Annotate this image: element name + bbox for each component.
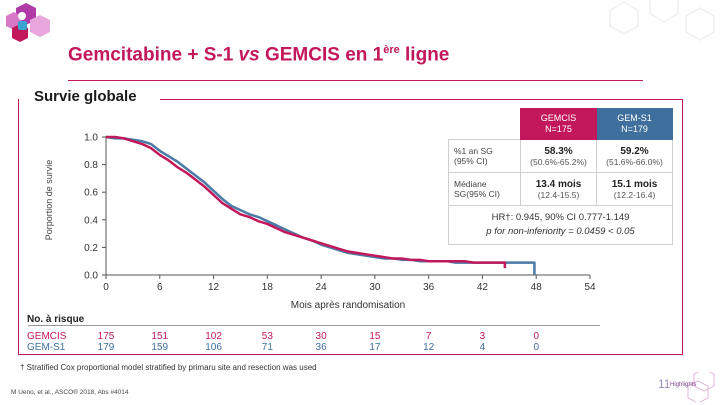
gems1-header: GEM-S1 N=179 <box>596 108 673 140</box>
congress-logo-icon <box>6 3 50 42</box>
risk-count: 102 <box>205 331 222 342</box>
risk-count: 179 <box>97 342 115 353</box>
risk-count: 7 <box>425 331 432 342</box>
y-tick-label: 0.4 <box>84 215 98 226</box>
risk-table-title: No. à risque <box>27 314 85 325</box>
risk-count: 12 <box>423 342 435 353</box>
x-tick-label: 36 <box>423 282 435 293</box>
risk-gemcis-label: GEMCIS <box>27 331 67 342</box>
risk-count: 36 <box>315 342 327 353</box>
content-frame <box>18 99 683 355</box>
row-label-median-os: Médiane SG(95% CI) <box>448 172 521 206</box>
x-tick-label: 6 <box>157 282 163 293</box>
x-tick-label: 12 <box>208 282 220 293</box>
risk-count: 71 <box>261 342 273 353</box>
km-curve-gemcis <box>106 135 507 269</box>
title-divider <box>68 80 643 81</box>
risk-count: 0 <box>533 331 539 342</box>
section-title: Survie globale <box>28 88 143 105</box>
x-tick-label: 24 <box>316 282 328 293</box>
km-chart: Porportion de survie Mois après randomis… <box>44 133 596 312</box>
cell-gemcis-1yr: 58.3% (50.6%-65.2%) <box>520 139 597 173</box>
row-label-1yr-os: %1 an SG (95% CI) <box>448 139 521 173</box>
risk-count: 30 <box>315 331 327 342</box>
y-tick-label: 0.8 <box>84 160 98 171</box>
risk-count: 15 <box>369 331 381 342</box>
risk-count: 106 <box>205 342 222 353</box>
y-tick-label: 1.0 <box>84 133 98 144</box>
footnote: † Stratified Cox proportional model stra… <box>20 363 317 372</box>
risk-count: 3 <box>479 331 486 342</box>
results-table: GEMCIS N=175 GEM-S1 N=179 %1 an SG (95% CI)… <box>448 108 673 245</box>
risk-count: 175 <box>97 331 115 342</box>
reference: M Ueno, et al., ASCO® 2018, Abs #4014 <box>11 389 129 396</box>
risk-gems1-label: GEM-S1 <box>27 342 66 353</box>
cell-gems1-1yr: 59.2% (51.6%-66.0%) <box>596 139 673 173</box>
cell-gemcis-median: 13.4 mois (12.4-15.5) <box>520 172 597 206</box>
risk-count: 159 <box>151 342 169 353</box>
risk-count: 4 <box>479 342 486 353</box>
risk-count: 0 <box>533 342 539 353</box>
y-tick-label: 0.6 <box>84 188 98 199</box>
y-tick-label: 0.2 <box>84 243 98 254</box>
risk-count: 17 <box>369 342 381 353</box>
hazard-ratio-cell: HR†: 0.945, 90% CI 0.777-1.149 p for non-… <box>448 205 673 245</box>
risk-count: 151 <box>151 331 169 342</box>
decorative-hexagons-icon <box>609 0 715 41</box>
gemcis-header: GEMCIS N=175 <box>520 108 597 140</box>
x-tick-label: 30 <box>369 282 381 293</box>
x-tick-label: 0 <box>103 282 109 293</box>
x-axis-label: Mois après randomisation <box>291 300 406 311</box>
y-tick-label: 0.0 <box>84 271 98 282</box>
x-tick-label: 48 <box>531 282 543 293</box>
highlights-logo-number: 11 <box>658 377 671 391</box>
x-tick-label: 54 <box>584 282 596 293</box>
x-tick-label: 18 <box>262 282 274 293</box>
x-tick-label: 42 <box>477 282 489 293</box>
highlights-logo-icon: 11 Highlights <box>658 372 715 402</box>
cell-gems1-median: 15.1 mois (12.2-16.4) <box>596 172 673 206</box>
page-title: Gemcitabine + S-1 vs GEMCIS en 1ère lign… <box>68 44 450 66</box>
risk-count: 53 <box>261 331 273 342</box>
y-axis-label: Porportion de survie <box>44 160 54 241</box>
risk-table-divider <box>28 325 600 326</box>
content-frame-top <box>160 99 683 100</box>
highlights-logo-text: Highlights <box>670 382 696 388</box>
